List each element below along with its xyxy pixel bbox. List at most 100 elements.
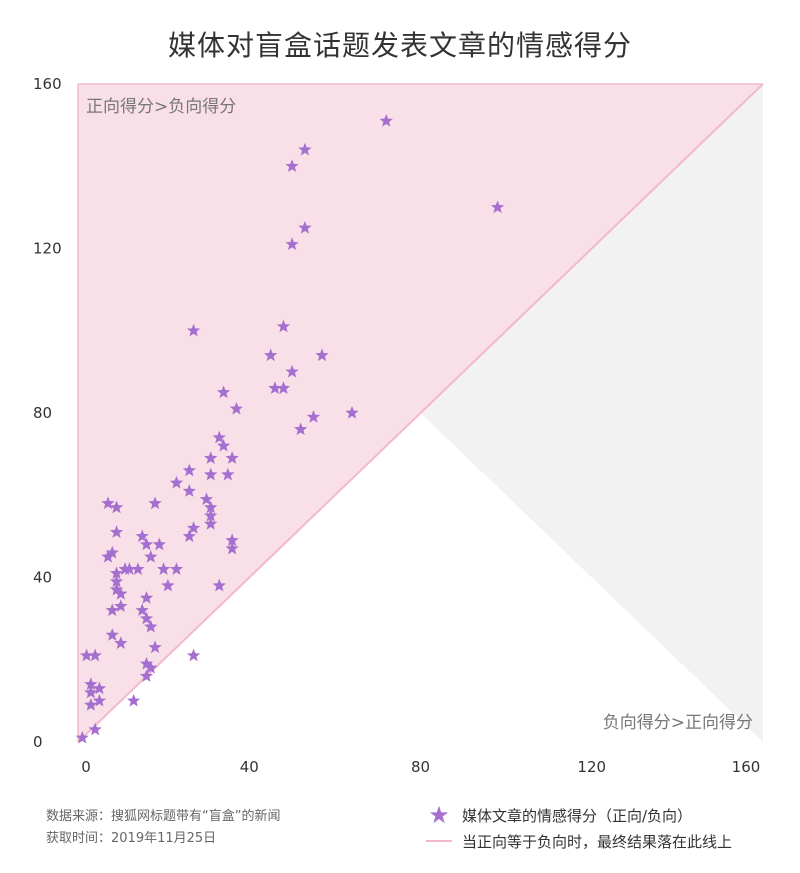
data-point [264,348,278,362]
data-point [204,500,218,514]
data-point [182,463,196,477]
data-point [131,562,145,575]
data-point [298,220,312,234]
data-point [186,521,201,534]
y-tick-label: 80 [33,404,52,422]
data-point [212,430,226,444]
data-point [204,467,218,481]
x-tick-label: 160 [732,758,761,776]
x-tick-label: 40 [240,758,259,776]
data-point [306,410,321,423]
source-text: 数据来源：搜狐网标题带有“盲盒”的新闻 [46,809,281,824]
data-point [216,385,231,399]
data-point [88,722,102,736]
y-tick-label: 0 [33,733,43,751]
line-icon [424,840,454,842]
data-point [161,578,175,592]
data-point [139,537,154,551]
legend-label-diagonal: 当正向等于负向时，最终结果落在此线上 [462,832,733,851]
data-point [139,669,154,682]
x-tick-label: 80 [411,758,430,776]
data-point [109,566,124,580]
y-tick-label: 160 [33,75,62,93]
data-point [315,348,329,362]
y-tick-label: 40 [33,569,52,587]
data-point [285,237,299,251]
data-point [144,549,158,563]
data-point [225,533,239,547]
data-point [105,628,119,641]
data-point [379,114,393,127]
data-point [144,660,158,674]
data-point [169,562,184,575]
data-point [204,451,218,464]
tick-labels: 0 40 80 120 160 0 40 80 120 160 [33,75,760,776]
diagonal-line [77,83,764,743]
data-point [152,537,166,551]
data-point [229,401,244,415]
data-point [105,545,119,559]
data-point [186,323,201,337]
data-point [105,603,119,617]
data-point [122,562,137,575]
data-point [298,142,312,156]
data-point [84,697,98,711]
data-point [144,619,158,633]
data-points [75,114,505,744]
data-point [204,508,218,522]
data-point [109,574,124,588]
data-point [139,591,154,604]
data-point [186,648,201,662]
data-point [139,611,154,625]
x-tick-label: 0 [81,758,91,776]
data-point [135,529,149,543]
data-point [135,603,149,617]
legend-item-diagonal: 当正向等于负向时，最终结果落在此线上 [424,828,732,854]
data-point [182,484,196,497]
data-point [92,681,107,695]
x-tick-label: 120 [577,758,606,776]
data-point [156,562,171,575]
data-point [101,496,115,510]
data-point [114,636,128,649]
fetch-date: 获取时间：2019年11月25日 [46,831,217,846]
data-point [490,200,505,214]
source-note: 数据来源：搜狐网标题带有“盲盒”的新闻 获取时间：2019年11月25日 [46,806,280,850]
data-point [88,648,102,662]
data-point [285,364,299,378]
data-point [139,656,154,670]
data-point [109,500,124,514]
legend-label-series: 媒体文章的情感得分（正向/负向） [462,806,693,825]
data-point [114,599,128,612]
data-point [148,640,162,654]
data-point [212,578,226,592]
data-point [109,582,124,596]
data-point [114,586,128,600]
data-point [285,159,299,172]
data-point [268,381,282,394]
chart-title: 媒体对盲盒话题发表文章的情感得分 [167,29,632,62]
data-point [199,492,214,506]
data-point [79,648,94,662]
data-point [182,529,196,543]
data-point [204,517,218,530]
data-point [216,438,231,452]
data-point [345,406,359,419]
legend-item-series: ★ 媒体文章的情感得分（正向/负向） [424,802,732,828]
legend: ★ 媒体文章的情感得分（正向/负向） 当正向等于负向时，最终结果落在此线上 [424,802,732,854]
region-label-lower: 负向得分>正向得分 [603,713,753,733]
data-point [276,319,291,333]
data-point [221,467,235,481]
y-tick-label: 120 [33,240,62,258]
data-point [127,693,141,707]
data-point [169,475,184,489]
data-point [84,677,98,691]
data-point [293,422,308,436]
data-point [75,730,89,744]
data-point [92,693,107,707]
star-icon: ★ [428,801,450,829]
data-point [84,685,98,699]
data-point [225,541,239,555]
